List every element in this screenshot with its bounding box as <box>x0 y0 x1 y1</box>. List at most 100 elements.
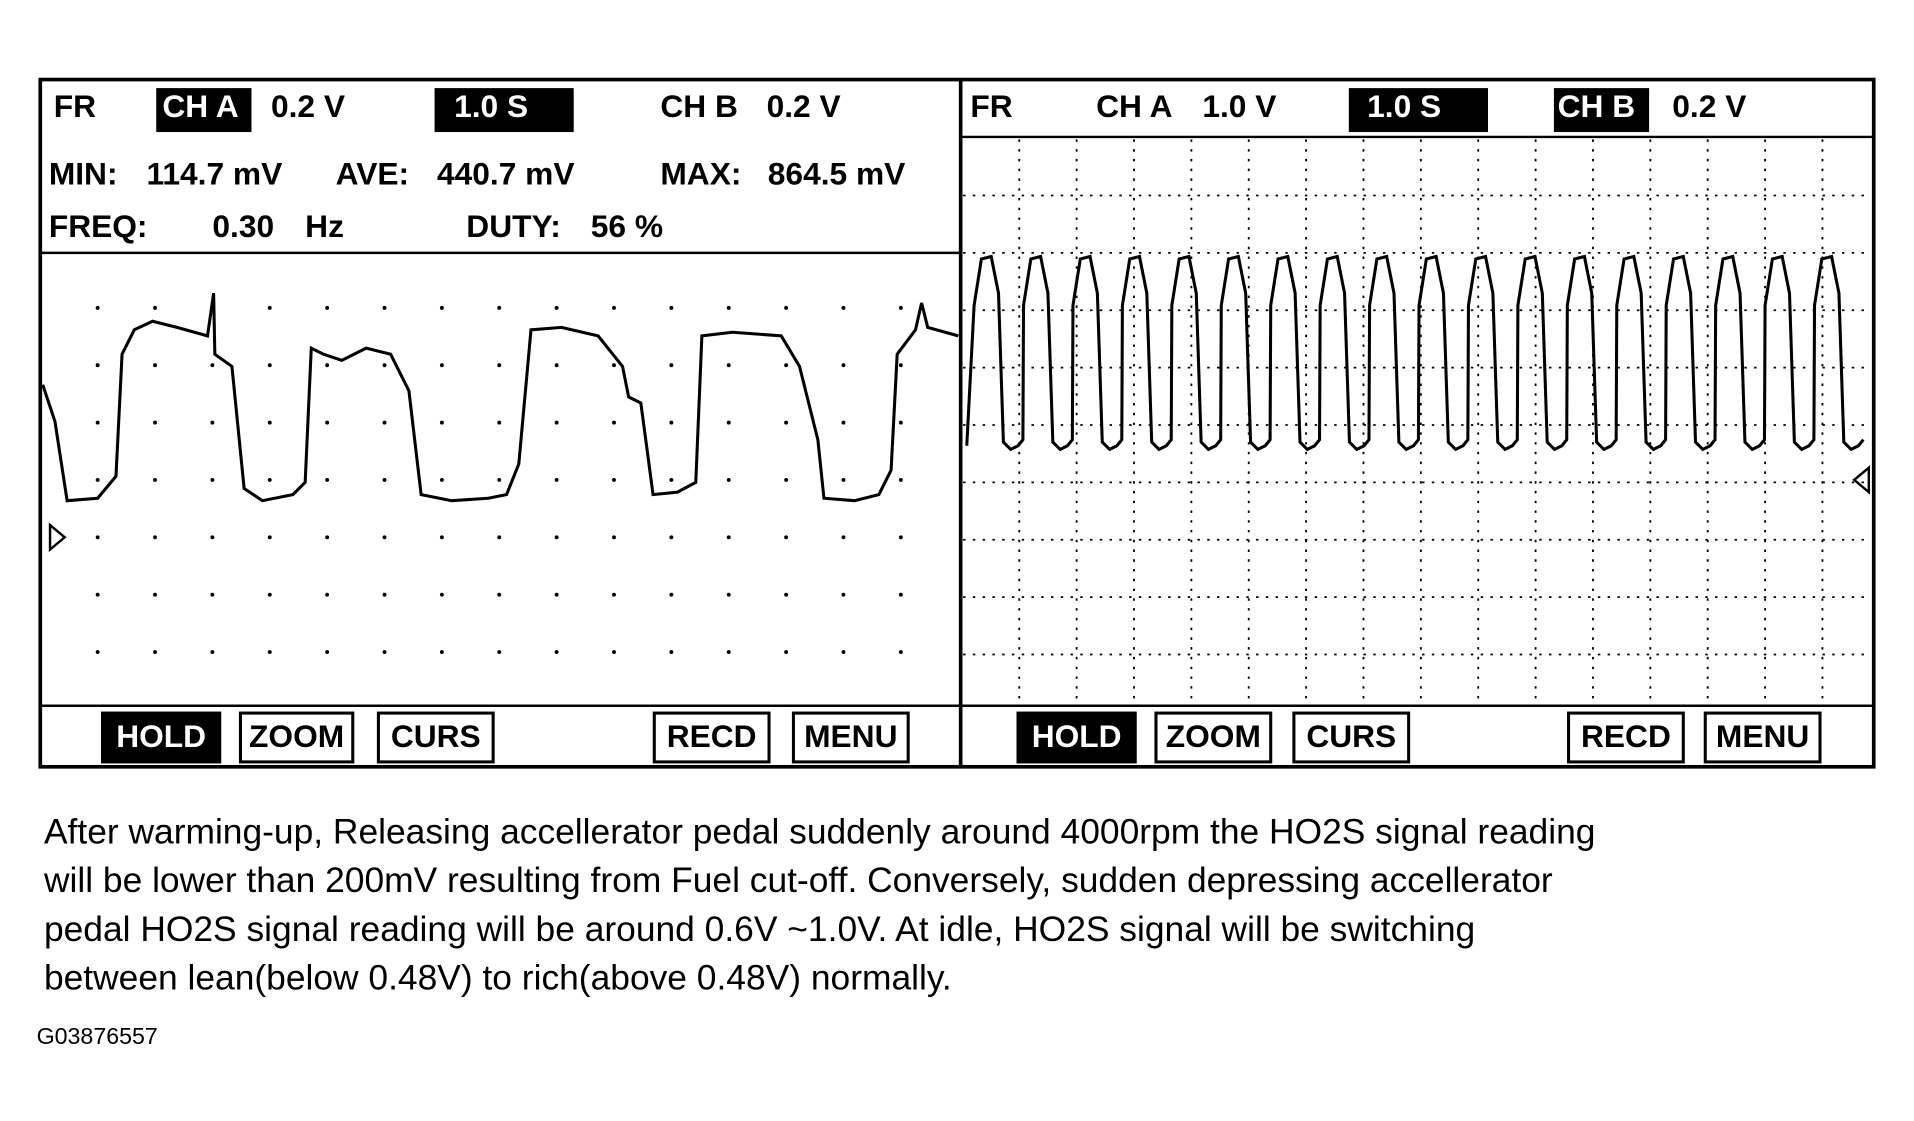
grid-dot <box>95 477 100 482</box>
time-box <box>1348 88 1488 133</box>
freq-value: 0.30 <box>212 208 274 244</box>
right-grid <box>963 139 1872 704</box>
grid-dot <box>95 420 100 425</box>
grid-dot <box>439 477 444 482</box>
caption-line: between lean(below 0.48V) to rich(above … <box>44 959 952 998</box>
grid-dot <box>439 305 444 310</box>
caption-line: After warming-up, Releasing accellerator… <box>44 812 1596 851</box>
button[interactable] <box>101 711 222 764</box>
grid-dot <box>784 477 789 482</box>
grid-dot <box>382 477 387 482</box>
button-label: CURS <box>1306 718 1396 754</box>
grid-dot <box>382 535 387 540</box>
button-label: CURS <box>391 718 481 754</box>
time-scale: 1.0 S <box>454 88 528 124</box>
grid-dot <box>554 305 559 310</box>
ch-a-scale: 1.0 V <box>1202 88 1276 124</box>
button[interactable] <box>791 711 910 764</box>
button[interactable] <box>652 711 771 764</box>
button-label: MENU <box>1716 718 1809 754</box>
grid-dot <box>898 363 903 368</box>
button[interactable] <box>1154 711 1273 764</box>
grid-dot <box>153 477 157 482</box>
grid-dot <box>325 650 330 655</box>
grid-dot <box>841 363 846 368</box>
grid-dot <box>612 535 616 540</box>
button[interactable] <box>238 711 355 764</box>
button[interactable] <box>376 711 495 764</box>
grid-dot <box>841 477 846 482</box>
grid-dot <box>210 363 215 368</box>
button-label: ZOOM <box>1166 718 1261 754</box>
grid-dot <box>612 305 616 310</box>
grid-dot <box>497 592 502 597</box>
grid-dot <box>210 477 215 482</box>
grid-dot <box>784 650 789 655</box>
left-grid <box>95 305 903 655</box>
grid-dot <box>325 535 330 540</box>
grid-dot <box>439 363 444 368</box>
grid-dot <box>726 477 731 482</box>
grid-dot <box>554 535 559 540</box>
ch-b-label: CH B <box>660 88 738 124</box>
grid-dot <box>612 363 616 368</box>
grid-dot <box>726 535 731 540</box>
fr-label: FR <box>970 88 1012 124</box>
grid-dot <box>497 420 502 425</box>
frame <box>38 77 1876 769</box>
fr-label: FR <box>54 88 96 124</box>
button-label: ZOOM <box>249 718 344 754</box>
grid-dot <box>554 592 559 597</box>
grid-dot <box>439 535 444 540</box>
grid-dot <box>325 477 330 482</box>
grid-dot <box>497 363 502 368</box>
ave-value: 440.7 mV <box>437 155 575 191</box>
grid-dot <box>210 650 215 655</box>
grid-dot <box>841 535 846 540</box>
ch-a-label: CH A <box>162 88 238 124</box>
button[interactable] <box>1016 711 1137 764</box>
caption-line: will be lower than 200mV resulting from … <box>43 861 1553 900</box>
grid-dot <box>669 592 674 597</box>
grid-dot <box>898 477 903 482</box>
grid-dot <box>841 650 846 655</box>
grid-dot <box>95 592 100 597</box>
grid-dot <box>382 650 387 655</box>
grid-dot <box>784 305 789 310</box>
grid-dot <box>669 477 674 482</box>
max-label: MAX: <box>660 155 741 191</box>
button[interactable] <box>1567 711 1685 764</box>
grid-dot <box>784 592 789 597</box>
grid-dot <box>325 305 330 310</box>
button[interactable] <box>1292 711 1411 764</box>
grid-dot <box>267 477 272 482</box>
grid-dot <box>439 650 444 655</box>
grid-dot <box>612 650 616 655</box>
grid-dot <box>382 305 387 310</box>
right-trigger-marker <box>1852 465 1871 495</box>
grid-dot <box>210 420 215 425</box>
duty-value: 56 % <box>591 208 663 244</box>
button[interactable] <box>1703 711 1822 764</box>
grid-dot <box>898 650 903 655</box>
grid-dot <box>669 305 674 310</box>
left-waveform <box>41 292 959 503</box>
grid-dot <box>554 650 559 655</box>
grid-dot <box>841 420 846 425</box>
min-label: MIN: <box>49 155 118 191</box>
freq-label: FREQ: <box>49 208 148 244</box>
grid-dot <box>325 363 330 368</box>
grid-dot <box>439 592 444 597</box>
ch-a-label: CH A <box>1096 88 1172 124</box>
grid-dot <box>898 535 903 540</box>
grid-dot <box>898 305 903 310</box>
grid-dot <box>784 363 789 368</box>
grid-dot <box>382 363 387 368</box>
left-trigger-marker <box>48 522 67 553</box>
grid-dot <box>439 420 444 425</box>
grid-dot <box>669 535 674 540</box>
max-value: 864.5 mV <box>768 155 906 191</box>
grid-dot <box>267 650 272 655</box>
